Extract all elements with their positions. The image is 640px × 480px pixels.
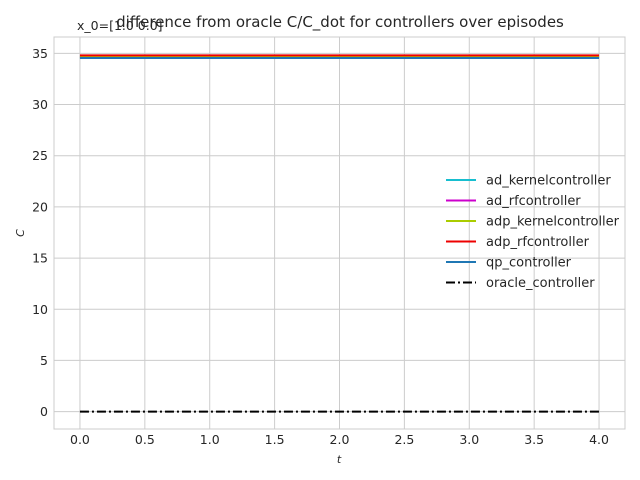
y-tick-label: 15: [32, 251, 48, 266]
x-tick-label: 4.0: [589, 432, 609, 447]
y-tick-label: 10: [32, 302, 48, 317]
legend-label-qp_controller: qp_controller: [486, 256, 572, 271]
legend-label-ad_kernelcontroller: ad_kernelcontroller: [486, 174, 611, 189]
x-tick-labels: 0.0 0.5 1.0 1.5 2.0 2.5 3.0 3.5 4.0: [70, 432, 609, 447]
legend-label-ad_rfcontroller: ad_rfcontroller: [486, 194, 581, 209]
legend: ad_kernelcontroller ad_rfcontroller adp_ke…: [446, 174, 620, 291]
x-tick-label: 1.5: [265, 432, 285, 447]
y-tick-label: 35: [32, 46, 48, 61]
series-lines: [79, 54, 600, 413]
chart-title: difference from oracle C/C_dot for contr…: [116, 13, 564, 32]
y-tick-labels: 0 5 10 15 20 25 30 35: [32, 46, 48, 419]
legend-label-adp_rfcontroller: adp_rfcontroller: [486, 235, 590, 250]
y-tick-label: 0: [40, 404, 48, 419]
y-tick-label: 30: [32, 97, 48, 112]
x-axis-label: t: [337, 453, 342, 466]
x-tick-label: 2.5: [394, 432, 414, 447]
legend-label-adp_kernelcontroller: adp_kernelcontroller: [486, 215, 620, 230]
legend-label-oracle_controller: oracle_controller: [486, 276, 595, 291]
y-tick-label: 5: [40, 353, 48, 368]
y-axis-label: C: [14, 229, 27, 237]
y-tick-label: 25: [32, 148, 48, 163]
x-tick-label: 0.0: [70, 432, 90, 447]
x-tick-label: 3.0: [459, 432, 479, 447]
x-tick-label: 0.5: [135, 432, 155, 447]
y-tick-label: 20: [32, 199, 48, 214]
chart-subtitle: x_0=[1.0 0.0]: [77, 18, 163, 33]
x-tick-label: 1.0: [200, 432, 220, 447]
x-tick-label: 2.0: [330, 432, 350, 447]
x-tick-label: 3.5: [524, 432, 544, 447]
